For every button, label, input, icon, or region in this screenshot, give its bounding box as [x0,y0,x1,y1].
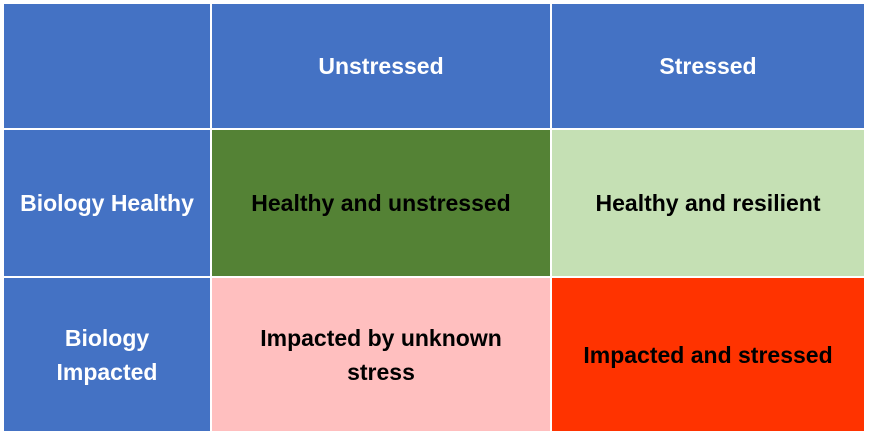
cell-impacted-unknown-stress: Impacted by unknown stress [211,277,551,432]
row-header-biology-impacted: Biology Impacted [3,277,211,432]
column-header-stressed: Stressed [551,3,865,129]
stress-health-matrix: Unstressed Stressed Biology Healthy Heal… [3,3,865,432]
cell-healthy-unstressed: Healthy and unstressed [211,129,551,277]
cell-impacted-stressed: Impacted and stressed [551,277,865,432]
row-header-biology-healthy: Biology Healthy [3,129,211,277]
cell-healthy-resilient: Healthy and resilient [551,129,865,277]
corner-cell [3,3,211,129]
column-header-unstressed: Unstressed [211,3,551,129]
